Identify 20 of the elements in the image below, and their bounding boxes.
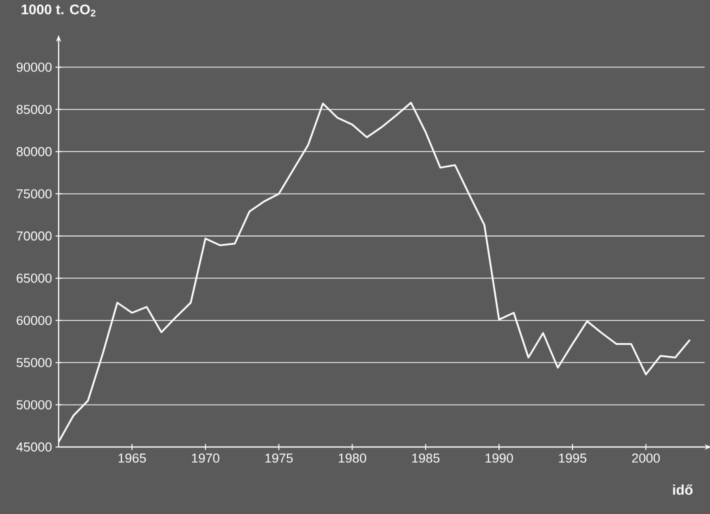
y-axis-title: 1000 t. CO$_{2}$ [22,4,96,16]
x-tick-label: 1990 [486,454,513,463]
y-tick-label: 50000 [16,400,52,410]
y-tick-label: 55000 [16,358,52,368]
y-tick-label: 65000 [16,274,52,283]
y-tick-label: 80000 [16,147,52,156]
x-tick-label: 1995 [559,454,586,463]
y-tick-label: 45000 [16,442,52,452]
y-tick-label: 70000 [16,231,52,241]
y-tick-label: 90000 [16,62,52,72]
x-tick-label: 1985 [412,454,440,463]
y-tick-label: 85000 [16,104,52,114]
x-tick-label: 1970 [192,454,220,463]
x-tick-label: 1975 [265,454,293,463]
x-axis-title: idő [673,484,693,495]
y-tick-label: 75000 [16,189,52,198]
x-tick-label: 1980 [338,454,366,463]
y-tick-label: 60000 [16,316,52,325]
x-tick-label: 1965 [118,454,146,463]
x-tick-label: 2000 [632,454,660,463]
